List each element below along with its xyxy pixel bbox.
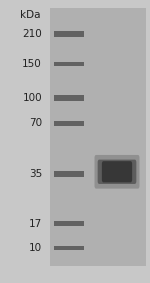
Text: 17: 17	[29, 218, 42, 229]
Text: 10: 10	[29, 243, 42, 253]
Text: 100: 100	[22, 93, 42, 103]
FancyBboxPatch shape	[54, 95, 84, 101]
FancyBboxPatch shape	[54, 121, 84, 126]
Text: 210: 210	[22, 29, 42, 39]
FancyBboxPatch shape	[94, 155, 140, 188]
FancyBboxPatch shape	[54, 61, 84, 66]
FancyBboxPatch shape	[54, 31, 84, 37]
FancyBboxPatch shape	[102, 161, 132, 183]
Text: 70: 70	[29, 118, 42, 128]
Text: 150: 150	[22, 59, 42, 69]
Text: 35: 35	[29, 169, 42, 179]
FancyBboxPatch shape	[54, 245, 84, 250]
FancyBboxPatch shape	[50, 8, 146, 266]
Text: kDa: kDa	[20, 10, 40, 20]
FancyBboxPatch shape	[98, 160, 136, 184]
FancyBboxPatch shape	[54, 221, 84, 226]
FancyBboxPatch shape	[54, 171, 84, 177]
